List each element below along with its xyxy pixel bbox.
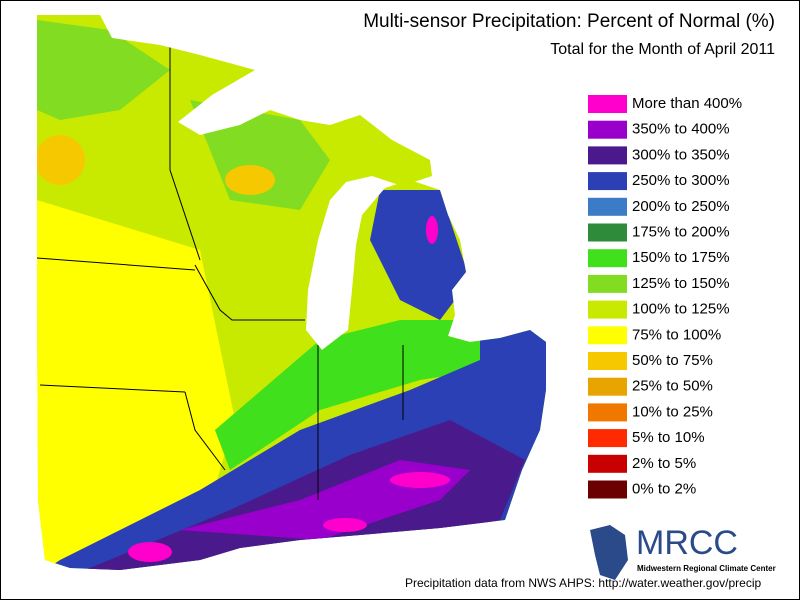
logo: MRCC Midwestern Regional Climate Center bbox=[590, 524, 776, 580]
map-region bbox=[215, 320, 546, 470]
legend-label: 100% to 125% bbox=[632, 301, 730, 318]
legend-swatch bbox=[588, 172, 627, 191]
legend-swatch bbox=[588, 274, 627, 293]
legend-label: 10% to 25% bbox=[632, 403, 713, 420]
legend-swatch bbox=[588, 377, 627, 396]
legend-label: 175% to 200% bbox=[632, 223, 730, 240]
legend-swatch bbox=[588, 223, 627, 242]
legend-label: 250% to 300% bbox=[632, 172, 730, 189]
legend-swatch bbox=[588, 120, 627, 139]
legend-label: 200% to 250% bbox=[632, 198, 730, 215]
map-region bbox=[37, 135, 85, 185]
map-region bbox=[370, 190, 470, 320]
state-borders bbox=[37, 45, 404, 500]
map-region bbox=[128, 542, 172, 562]
legend-swatch bbox=[588, 429, 627, 448]
legend-label: 2% to 5% bbox=[632, 455, 696, 472]
legend-label: 150% to 175% bbox=[632, 249, 730, 266]
map-region bbox=[37, 20, 170, 120]
legend-swatch bbox=[588, 300, 627, 319]
legend-label: 75% to 100% bbox=[632, 326, 721, 343]
map-region bbox=[323, 518, 367, 532]
logo-full-name: Midwestern Regional Climate Center bbox=[637, 564, 776, 573]
legend-swatch bbox=[588, 352, 627, 370]
legend-swatch bbox=[588, 249, 627, 268]
legend-label: 300% to 350% bbox=[632, 146, 730, 163]
map-region bbox=[390, 472, 450, 488]
legend-swatch bbox=[588, 146, 627, 165]
legend-swatch bbox=[588, 480, 627, 499]
legend-swatch bbox=[588, 95, 627, 113]
legend-label: 125% to 150% bbox=[632, 275, 730, 292]
title: Multi-sensor Precipitation: Percent of N… bbox=[363, 11, 775, 32]
legend-swatch bbox=[588, 454, 627, 473]
legend-label: 50% to 75% bbox=[632, 352, 713, 369]
legend-swatch bbox=[588, 326, 627, 345]
map-region bbox=[225, 165, 275, 195]
logo-name: MRCC bbox=[636, 524, 738, 562]
credit: Precipitation data from NWS AHPS: http:/… bbox=[405, 576, 761, 590]
logo-icon bbox=[590, 525, 628, 580]
legend-label: More than 400% bbox=[632, 95, 742, 112]
legend-label: 25% to 50% bbox=[632, 378, 713, 395]
map-region bbox=[426, 216, 438, 244]
subtitle: Total for the Month of April 2011 bbox=[550, 41, 775, 58]
legend-swatch bbox=[588, 403, 627, 422]
legend-label: 0% to 2% bbox=[632, 480, 696, 497]
legend-swatch bbox=[588, 197, 627, 216]
map-region bbox=[37, 200, 235, 565]
legend-label: 5% to 10% bbox=[632, 429, 705, 446]
legend-label: 350% to 400% bbox=[632, 121, 730, 138]
legend: More than 400% 350% to 400% 300% to 350% 25… bbox=[588, 95, 742, 499]
